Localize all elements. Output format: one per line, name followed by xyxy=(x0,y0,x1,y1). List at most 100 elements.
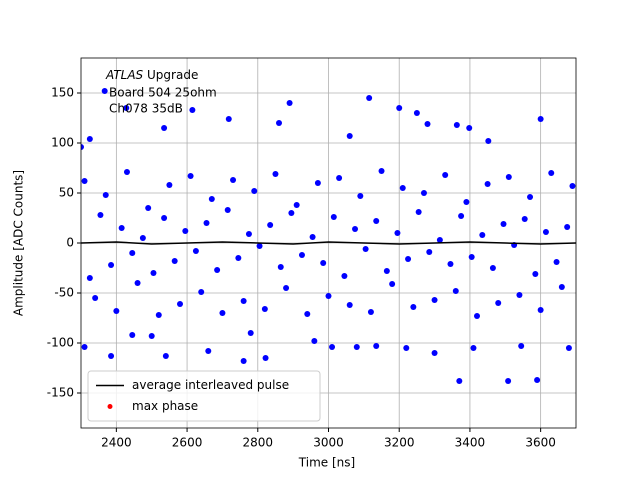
y-tick-label: 100 xyxy=(51,136,74,150)
data-point xyxy=(150,270,157,276)
data-point xyxy=(161,215,168,221)
data-point xyxy=(495,300,502,306)
data-point xyxy=(113,308,120,314)
data-point xyxy=(399,185,406,191)
data-point xyxy=(219,310,226,316)
data-point xyxy=(534,377,541,383)
data-point xyxy=(162,353,169,359)
data-point xyxy=(86,136,93,142)
data-point xyxy=(203,220,210,226)
y-tick-label: 150 xyxy=(51,86,74,100)
legend-label: average interleaved pulse xyxy=(132,378,289,392)
data-point xyxy=(453,122,460,128)
data-point xyxy=(161,125,168,131)
data-point xyxy=(155,312,162,318)
data-point xyxy=(564,224,571,230)
x-tick-label: 3000 xyxy=(313,436,344,450)
data-point xyxy=(484,181,491,187)
data-point xyxy=(267,222,274,228)
y-axis-label: Amplitude [ADC Counts] xyxy=(12,170,26,316)
data-point xyxy=(485,138,492,144)
data-point xyxy=(81,344,88,350)
data-point xyxy=(447,261,454,267)
data-point xyxy=(262,355,269,361)
data-point xyxy=(330,214,337,220)
data-point xyxy=(466,125,473,131)
data-point xyxy=(205,348,212,354)
data-point xyxy=(378,168,385,174)
annotation-upgrade: Upgrade xyxy=(147,68,198,82)
data-point xyxy=(81,178,88,184)
x-tick-label: 2600 xyxy=(172,436,203,450)
data-point xyxy=(293,202,300,208)
data-point xyxy=(442,172,449,178)
data-point xyxy=(230,177,237,183)
plot-frame xyxy=(80,57,577,429)
data-point xyxy=(272,171,279,177)
data-point xyxy=(357,193,364,199)
data-point xyxy=(527,194,534,200)
data-point xyxy=(479,232,486,238)
data-point xyxy=(431,297,438,303)
data-point xyxy=(558,284,565,290)
plot-area xyxy=(81,88,576,384)
y-tick-label: 0 xyxy=(66,236,74,250)
data-point xyxy=(553,259,560,265)
data-point xyxy=(118,225,125,231)
data-point xyxy=(362,246,369,252)
data-point xyxy=(225,116,232,122)
annotation: Board 504 25ohm xyxy=(109,86,217,100)
data-point xyxy=(187,173,194,179)
data-point xyxy=(458,213,465,219)
data-point xyxy=(97,212,104,218)
data-point xyxy=(431,350,438,356)
data-point xyxy=(352,226,359,232)
data-point xyxy=(505,378,512,384)
legend-label: max phase xyxy=(132,399,198,413)
data-point xyxy=(214,267,221,273)
data-point xyxy=(208,196,215,202)
x-tick-label: 2400 xyxy=(101,436,132,450)
data-point xyxy=(394,230,401,236)
data-point xyxy=(123,105,130,111)
data-point xyxy=(320,260,327,266)
data-point xyxy=(420,190,427,196)
data-point xyxy=(309,234,316,240)
data-point xyxy=(182,228,189,234)
data-point xyxy=(251,188,258,194)
data-point xyxy=(145,205,152,211)
data-point xyxy=(463,199,470,205)
data-point xyxy=(521,216,528,222)
data-point xyxy=(81,144,84,150)
data-point xyxy=(240,298,247,304)
data-point xyxy=(304,311,311,317)
y-tick-label: -50 xyxy=(54,286,74,300)
data-point xyxy=(277,264,284,270)
data-point xyxy=(245,231,252,237)
data-point xyxy=(240,358,247,364)
data-point xyxy=(505,174,512,180)
x-tick-label: 2800 xyxy=(243,436,274,450)
data-point xyxy=(171,258,178,264)
data-point xyxy=(436,237,443,243)
data-point xyxy=(373,343,380,349)
data-point xyxy=(405,256,412,262)
y-tick-label: -150 xyxy=(47,386,74,400)
x-tick-label: 3200 xyxy=(384,436,415,450)
data-point xyxy=(134,280,141,286)
data-point xyxy=(101,88,108,94)
data-point xyxy=(548,170,555,176)
data-point xyxy=(452,288,459,294)
data-point xyxy=(413,110,420,116)
data-point xyxy=(192,248,199,254)
data-point xyxy=(189,107,196,113)
data-point xyxy=(367,309,374,315)
data-point xyxy=(276,120,282,126)
data-point xyxy=(256,243,263,249)
data-point xyxy=(537,116,544,122)
data-point xyxy=(569,183,576,189)
data-point xyxy=(92,295,99,301)
data-point xyxy=(235,255,242,261)
data-point xyxy=(403,345,410,351)
